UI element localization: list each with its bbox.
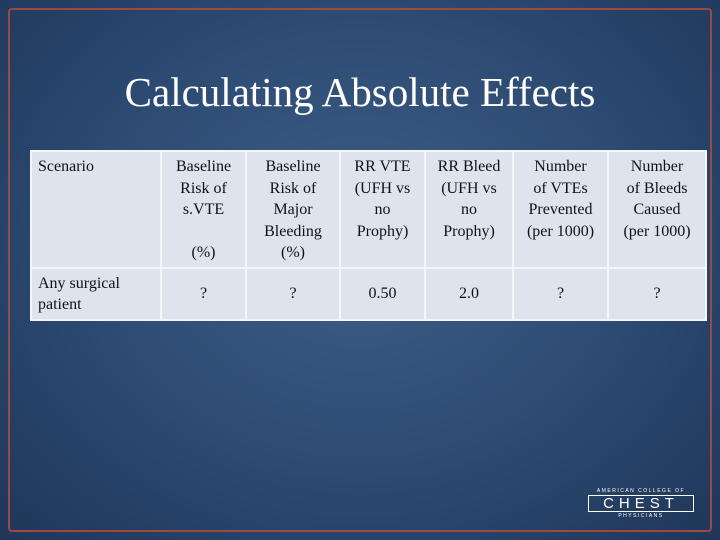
header-line: Number [630, 158, 684, 175]
header-lines: RR Bleed (UFH vs no Prophy) [430, 156, 508, 242]
frame [8, 8, 712, 532]
header-line: RR Bleed [437, 158, 501, 175]
header-line: Prophy) [443, 222, 495, 240]
header-line: (per 1000) [526, 222, 595, 240]
header-line: s.VTE [182, 201, 225, 218]
header-line: Scenario [38, 158, 94, 175]
header-lines: Baseline Risk of s.VTE [166, 156, 241, 221]
header-lines: Number of Bleeds Caused (per 1000) [613, 156, 701, 242]
header-line: Risk of [180, 179, 227, 197]
header-content: Number of Bleeds Caused (per 1000) [613, 156, 701, 263]
logo-bottom: PHYSICIANS [618, 513, 664, 519]
header-line: no [461, 201, 477, 218]
header-line: Prophy) [356, 222, 409, 240]
data-cell: ? [607, 267, 707, 321]
data-cell: ? [160, 267, 247, 321]
header-lines: Baseline Risk of Major Bleeding (%) [251, 156, 335, 264]
header-foot: (%) [191, 243, 216, 261]
header-line: Baseline [265, 158, 321, 175]
header-line: of VTEs [533, 179, 588, 197]
header-cell: Baseline Risk of Major Bleeding (%) [245, 150, 341, 269]
header-lines: Scenario [38, 156, 156, 178]
header-row: Scenario Baseline Risk of s.VTE (%) Baseline R… [30, 150, 707, 269]
header-line: Baseline [175, 158, 232, 175]
header-line: (UFH vs [441, 179, 497, 197]
data-cell: Any surgical patient [30, 267, 162, 321]
header-line: Prevented [528, 201, 593, 218]
header-lines: Number of VTEs Prevented (per 1000) [518, 156, 603, 242]
data-cell: ? [512, 267, 609, 321]
logo-top: AMERICAN COLLEGE OF [596, 488, 686, 494]
header-lines: RR VTE (UFH vs no Prophy) [345, 156, 420, 242]
header-cell: Number of Bleeds Caused (per 1000) [607, 150, 707, 269]
data-row: Any surgical patient?? 0.50 2.0?? [30, 267, 707, 321]
header-line: Risk of [269, 179, 317, 197]
header-cell: RR Bleed (UFH vs no Prophy) [424, 150, 514, 269]
header-line: (per 1000) [623, 222, 691, 240]
header-line: no [374, 201, 391, 218]
header-content: Scenario [38, 156, 156, 263]
header-content: Number of VTEs Prevented (per 1000) [518, 156, 603, 263]
header-content: Baseline Risk of s.VTE (%) [166, 156, 241, 263]
header-line: Bleeding [264, 222, 322, 240]
data-cell: 0.50 [339, 267, 426, 321]
header-line: Caused [633, 201, 681, 218]
title: Calculating Absolute Effects [124, 69, 596, 115]
data-cell: ? [245, 267, 341, 321]
table: Scenario Baseline Risk of s.VTE (%) Baseline R… [30, 150, 707, 321]
header-line: (%) [281, 244, 305, 261]
data-cell: 2.0 [424, 267, 514, 321]
logo-name: CHEST [588, 495, 694, 512]
header-content: RR VTE (UFH vs no Prophy) [345, 156, 420, 263]
header-cell: Scenario [30, 150, 162, 269]
header-line: Number [534, 158, 587, 175]
header-line: (UFH vs [354, 179, 411, 197]
header-cell: RR VTE (UFH vs no Prophy) [339, 150, 426, 269]
header-cell: Baseline Risk of s.VTE (%) [160, 150, 247, 269]
header-line: RR VTE [354, 158, 411, 175]
header-line: Major [273, 201, 313, 218]
header-content: RR Bleed (UFH vs no Prophy) [430, 156, 508, 263]
header-content: Baseline Risk of Major Bleeding (%) [251, 156, 335, 263]
logo: AMERICAN COLLEGE OF CHEST PHYSICIANS [588, 488, 694, 519]
header-cell: Number of VTEs Prevented (per 1000) [512, 150, 609, 269]
header-line: of Bleeds [626, 179, 688, 197]
